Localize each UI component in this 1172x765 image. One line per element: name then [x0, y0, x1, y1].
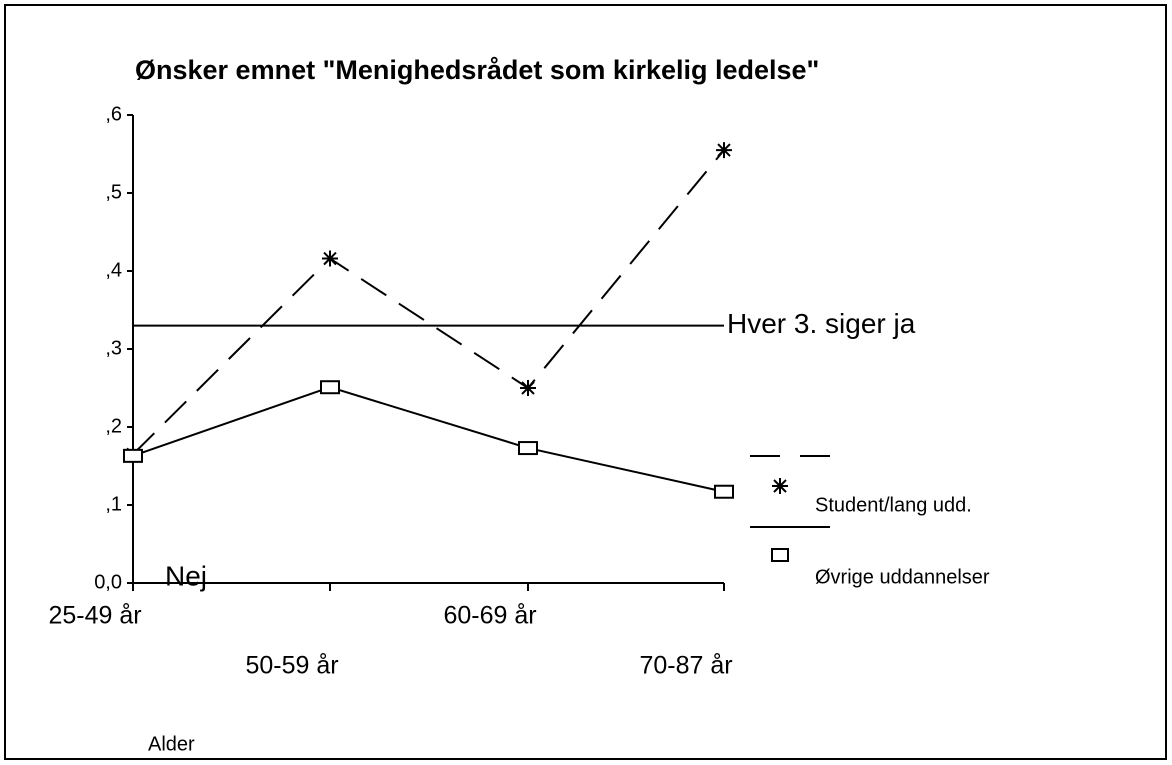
x-tick-label: 50-59 år — [245, 652, 338, 680]
chart-title: Ønsker emnet "Menighedsrådet som kirkeli… — [135, 55, 819, 85]
y-tick-label: ,6 — [105, 103, 122, 125]
y-tick-label: ,4 — [105, 259, 122, 281]
point-marker — [320, 380, 340, 395]
x-tick-label: 60-69 år — [443, 602, 536, 630]
x-tick-label: 25-49 år — [48, 602, 141, 630]
legend-label: Student/lang udd. — [815, 494, 972, 516]
point-marker — [716, 142, 732, 159]
point-marker — [518, 441, 538, 456]
point-marker — [322, 250, 338, 267]
annotation: Nej — [165, 560, 207, 591]
reference-label: Hver 3. siger ja — [727, 308, 916, 339]
x-axis-label: Alder — [148, 733, 195, 755]
y-tick-label: ,1 — [105, 493, 122, 515]
series-line — [132, 386, 725, 493]
chart-frame — [4, 4, 1167, 760]
point-marker — [714, 484, 734, 499]
legend-marker — [772, 478, 788, 494]
legend: Student/lang udd. Øvrige uddannelser — [750, 455, 990, 588]
legend-label: Øvrige uddannelser — [815, 566, 990, 588]
y-tick-label: ,3 — [105, 337, 122, 359]
point-marker — [123, 448, 143, 463]
series-line — [132, 149, 725, 456]
point-marker — [520, 380, 536, 396]
y-tick-label: 0,0 — [94, 571, 122, 593]
legend-marker — [771, 548, 789, 562]
y-tick-label: ,2 — [105, 415, 122, 437]
x-tick-label: 70-87 år — [639, 652, 732, 680]
y-tick-label: ,5 — [105, 181, 122, 203]
